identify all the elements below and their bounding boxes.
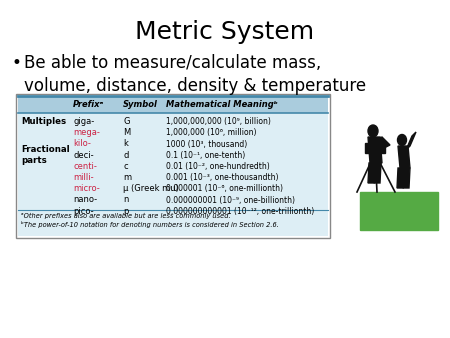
Text: c: c [123,162,128,171]
Ellipse shape [397,135,406,145]
Text: Multiples: Multiples [21,117,66,126]
Text: kilo-: kilo- [73,140,91,148]
Text: 0.000000001 (10⁻⁹, one-billionth): 0.000000001 (10⁻⁹, one-billionth) [166,195,295,204]
Text: d: d [123,151,128,160]
Text: μ (Greek mu): μ (Greek mu) [123,184,179,193]
Text: mega-: mega- [73,128,100,137]
Text: Mathematical Meaningᵇ: Mathematical Meaningᵇ [166,100,278,109]
Text: 1,000,000 (10⁶, million): 1,000,000 (10⁶, million) [166,128,256,137]
Text: giga-: giga- [73,117,94,126]
Polygon shape [397,168,404,188]
Polygon shape [368,163,375,183]
Text: m: m [123,173,131,182]
Text: 0.01 (10⁻², one-hundredth): 0.01 (10⁻², one-hundredth) [166,162,270,171]
Text: Fractional: Fractional [21,145,70,154]
Text: 0.1 (10⁻¹, one-tenth): 0.1 (10⁻¹, one-tenth) [166,151,245,160]
Text: nano-: nano- [73,195,97,204]
Polygon shape [368,137,382,163]
Bar [360,192,438,230]
Ellipse shape [368,125,378,137]
Text: pico-: pico- [73,207,94,216]
Text: ᵃOther prefixes also are available but are less commonly used.: ᵃOther prefixes also are available but a… [21,213,230,219]
FancyBboxPatch shape [16,94,330,238]
Polygon shape [378,137,390,147]
Text: centi-: centi- [73,162,97,171]
Text: deci-: deci- [73,151,94,160]
Text: Symbol: Symbol [123,100,158,109]
Text: M: M [123,128,130,137]
Text: 1000 (10³, thousand): 1000 (10³, thousand) [166,140,247,148]
Text: parts: parts [21,156,47,165]
Text: ᵇThe power-of-10 notation for denoting numbers is considered in Section 2.6.: ᵇThe power-of-10 notation for denoting n… [21,221,279,228]
Polygon shape [365,143,385,153]
Text: 0.000000000001 (10⁻¹², one-trillionth): 0.000000000001 (10⁻¹², one-trillionth) [166,207,314,216]
Text: 0.000001 (10⁻⁶, one-millionth): 0.000001 (10⁻⁶, one-millionth) [166,184,283,193]
Polygon shape [406,132,416,150]
Text: k: k [123,140,128,148]
Polygon shape [403,168,410,188]
Text: n: n [123,195,128,204]
Text: G: G [123,117,130,126]
Text: •: • [12,54,22,72]
Text: 0.001 (10⁻³, one-thousandth): 0.001 (10⁻³, one-thousandth) [166,173,279,182]
Polygon shape [374,163,381,183]
Text: 1,000,000,000 (10⁹, billion): 1,000,000,000 (10⁹, billion) [166,117,271,126]
Text: milli-: milli- [73,173,94,182]
Text: Be able to measure/calculate mass,
volume, distance, density & temperature: Be able to measure/calculate mass, volum… [24,54,366,95]
Text: micro-: micro- [73,184,100,193]
Text: Prefixᵃ: Prefixᵃ [73,100,104,109]
FancyBboxPatch shape [18,96,328,113]
Text: p: p [123,207,128,216]
Text: Metric System: Metric System [135,20,315,44]
FancyBboxPatch shape [18,96,328,236]
Polygon shape [398,146,410,168]
